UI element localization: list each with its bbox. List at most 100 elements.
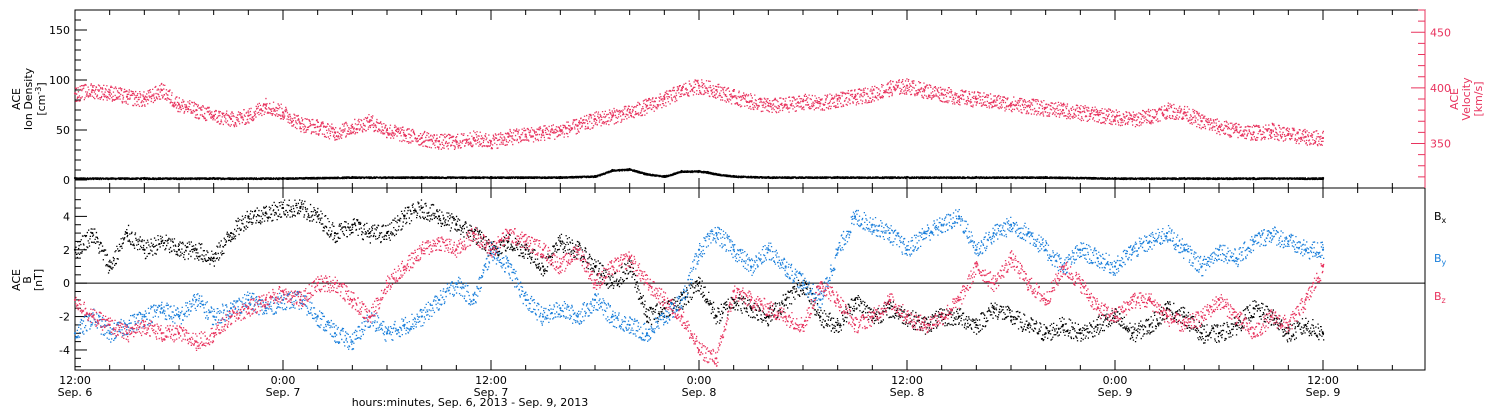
- by-point: [420, 315, 423, 318]
- xtick-label-date: Sep. 9: [1306, 386, 1341, 399]
- velocity-point: [368, 120, 371, 123]
- top-right-axis-title-line: ACE: [1448, 88, 1461, 110]
- velocity-point: [1044, 106, 1047, 109]
- bz-point: [541, 248, 545, 251]
- by-point: [212, 315, 215, 318]
- bz-point: [749, 298, 753, 301]
- density-point: [663, 174, 666, 178]
- by-point: [316, 315, 319, 318]
- velocity-point: [125, 95, 129, 98]
- bz-point: [91, 315, 94, 318]
- bx-point: [524, 248, 527, 251]
- bz-cloud: [75, 226, 1325, 367]
- xtick-label-date: Sep. 6: [58, 386, 93, 399]
- bz-point: [593, 282, 597, 285]
- by-point: [1269, 231, 1273, 235]
- bz-point: [524, 240, 527, 243]
- bz-point: [247, 307, 250, 310]
- bz-point: [455, 248, 458, 251]
- bx-point: [125, 231, 129, 235]
- velocity-point: [1009, 102, 1013, 105]
- density-point: [1044, 175, 1047, 179]
- ytick-label-bottom: 0: [63, 277, 70, 290]
- bz-point: [819, 282, 822, 285]
- by-point: [697, 248, 701, 251]
- bx-point: [853, 298, 857, 301]
- bz-point: [1009, 257, 1013, 260]
- bottom-axis-title-line: [nT]: [32, 269, 45, 291]
- bz-point: [177, 332, 181, 335]
- bottom-axis-title-line: ACE: [10, 269, 23, 291]
- xtick-label-time: 0:00: [687, 374, 712, 387]
- bx-point: [541, 265, 545, 268]
- by-point: [593, 298, 597, 301]
- velocity-point: [853, 95, 857, 98]
- velocity-point: [385, 129, 389, 132]
- velocity-point: [923, 89, 926, 92]
- panels: [74, 9, 1426, 371]
- bx-point: [1304, 323, 1307, 327]
- velocity-point: [1252, 131, 1255, 134]
- top-left-axis-title-line1: ACE: [10, 88, 23, 110]
- bx-point: [108, 265, 111, 268]
- velocity-point: [645, 104, 649, 107]
- bx-point: [697, 282, 701, 285]
- ytick-label-left-top: 100: [49, 74, 70, 87]
- by-point: [767, 248, 770, 251]
- by-cloud-path: [75, 209, 1325, 351]
- xtick-label-date: Sep. 8: [682, 386, 717, 399]
- bz-point: [125, 332, 129, 335]
- density-cloud: [75, 168, 1325, 181]
- bx-point: [316, 215, 319, 218]
- legend-name: B: [1434, 290, 1442, 303]
- by-point: [853, 215, 857, 218]
- bx-point: [888, 307, 891, 310]
- by-point: [472, 298, 475, 301]
- bx-point: [281, 206, 285, 210]
- bz-point: [264, 298, 267, 301]
- bx-cloud: [75, 199, 1325, 344]
- density-point: [975, 175, 978, 179]
- by-point: [975, 248, 978, 251]
- top-right-axis-title: ACE Velocity [km/s]: [1448, 77, 1485, 121]
- velocity-point: [247, 114, 250, 117]
- bz-point: [1131, 298, 1134, 301]
- bz-point: [368, 315, 371, 318]
- velocity-point: [195, 109, 198, 112]
- legend-entry-z: Bz: [1434, 290, 1446, 305]
- bx-point: [663, 307, 666, 310]
- bz-point: [143, 323, 146, 327]
- bz-point: [715, 357, 718, 360]
- bz-point: [1044, 298, 1047, 301]
- bx-point: [1217, 332, 1221, 335]
- bz-point: [212, 332, 215, 335]
- velocity-point: [177, 103, 181, 106]
- velocity-point: [663, 97, 666, 101]
- bz-point: [507, 231, 510, 235]
- density-point: [489, 175, 493, 179]
- by-point: [333, 332, 337, 335]
- bx-point: [1079, 332, 1082, 335]
- velocity-point: [940, 92, 943, 95]
- bx-point: [715, 315, 718, 318]
- velocity-point: [1165, 109, 1169, 112]
- velocity-point: [281, 111, 285, 114]
- velocity-point: [559, 129, 562, 132]
- top-panel-frame: [74, 9, 1426, 189]
- density-cloud-path: [75, 168, 1325, 181]
- bx-point: [403, 215, 406, 218]
- density-point: [143, 176, 146, 180]
- bx-point: [455, 223, 458, 226]
- velocity-point: [975, 97, 978, 101]
- velocity-point: [160, 89, 163, 92]
- legend-sub: y: [1442, 258, 1447, 267]
- ytick-label-left-top: 0: [63, 174, 70, 187]
- bx-point: [1321, 332, 1325, 335]
- density-point: [611, 168, 614, 172]
- by-point: [611, 315, 614, 318]
- bz-point: [281, 290, 285, 293]
- bx-point: [1287, 332, 1290, 335]
- bottom-panel-frame: [74, 187, 1426, 371]
